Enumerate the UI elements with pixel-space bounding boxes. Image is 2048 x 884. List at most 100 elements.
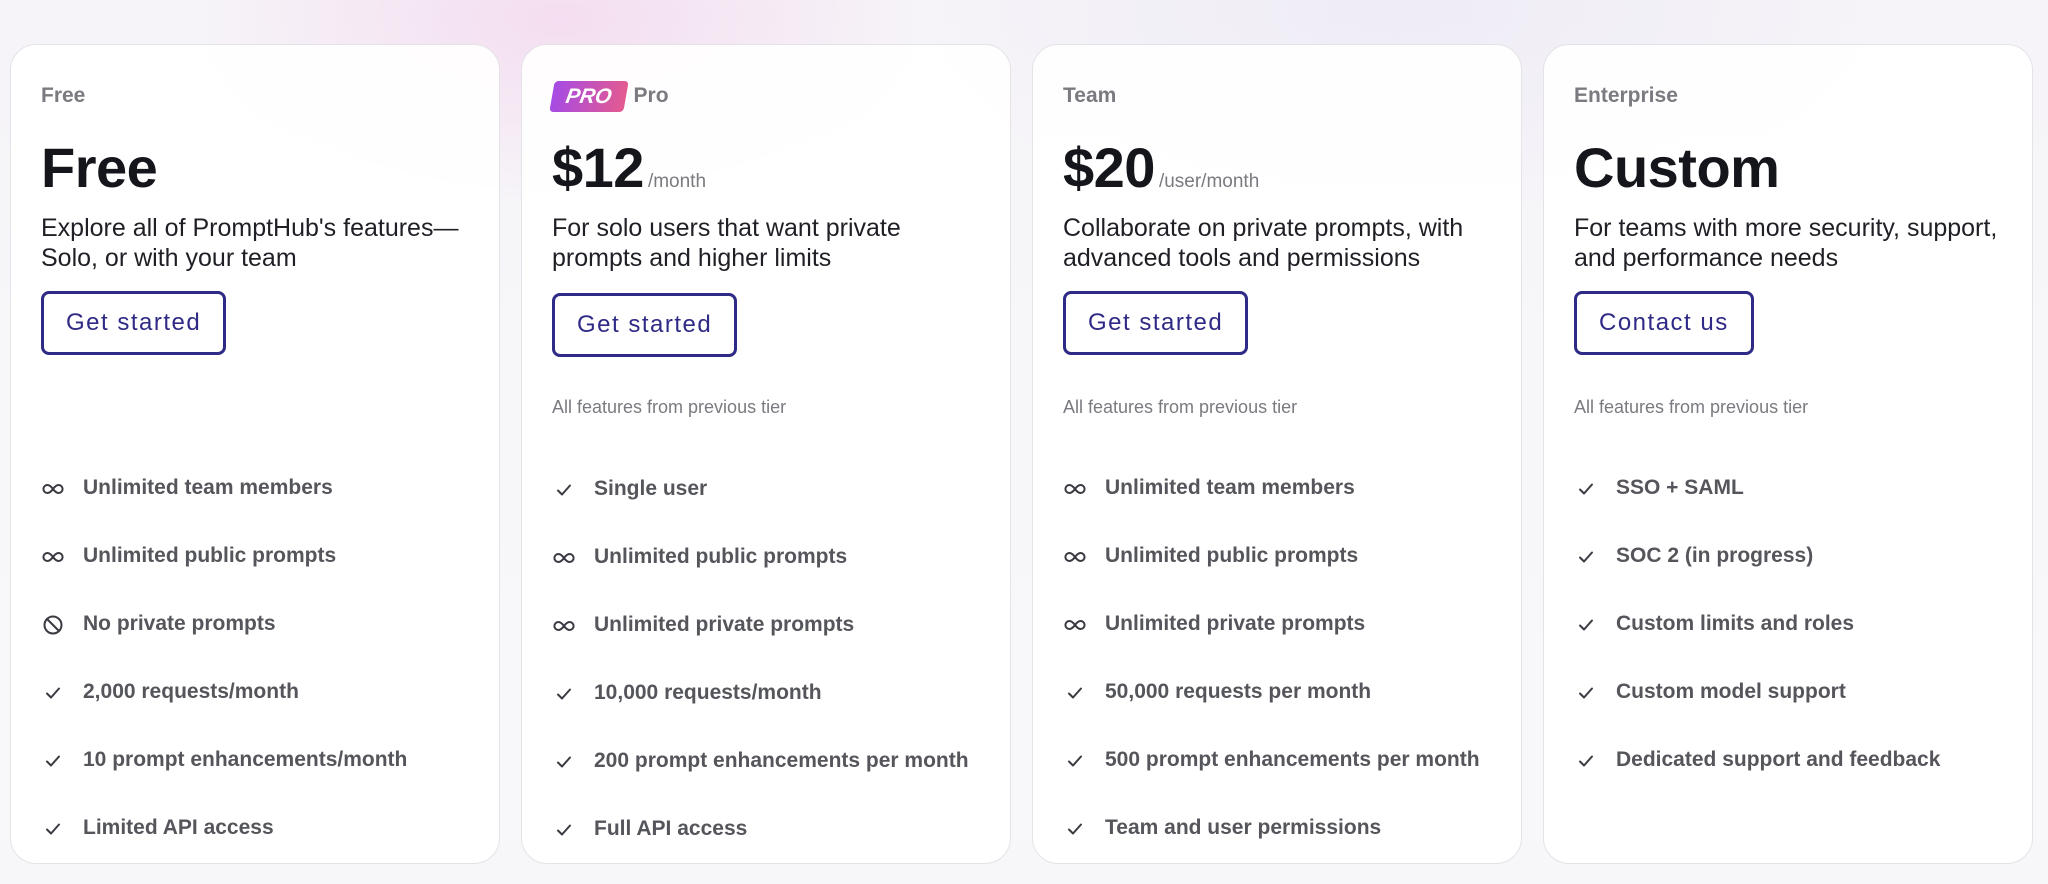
contact-us-button[interactable]: Contact us [1574, 291, 1754, 355]
previous-tier-note: All features from previous tier [552, 397, 787, 417]
feature-item: Unlimited team members [41, 475, 481, 543]
feature-item: Unlimited public prompts [552, 544, 992, 612]
infinity-icon [41, 545, 65, 569]
tier-header: PRO Pro [549, 79, 669, 113]
feature-item: 200 prompt enhancements per month [552, 748, 992, 816]
tier-header: Free [41, 79, 85, 113]
feature-list: SSO + SAML SOC 2 (in progress) Custom limi… [1574, 475, 2014, 815]
feature-item: Dedicated support and feedback [1574, 747, 2014, 815]
feature-item: SOC 2 (in progress) [1574, 543, 2014, 611]
plan-card-team: Team $20 /user/month Collaborate on priv… [1032, 44, 1522, 864]
feature-text: Custom limits and roles [1616, 612, 1855, 635]
feature-item: 500 prompt enhancements per month [1063, 747, 1503, 815]
plan-description: Collaborate on private prompts, with adv… [1063, 214, 1464, 272]
plan-description: For teams with more security, support, a… [1574, 214, 1998, 272]
no-entry-icon [41, 613, 65, 637]
check-icon [1063, 681, 1087, 705]
plan-card-enterprise: Enterprise Custom For teams with more se… [1543, 44, 2033, 864]
check-icon [41, 749, 65, 773]
feature-text: Unlimited private prompts [1105, 612, 1366, 635]
feature-text: Unlimited team members [83, 476, 333, 499]
tier-label: Team [1063, 84, 1117, 107]
feature-item: Custom model support [1574, 679, 2014, 747]
get-started-button[interactable]: Get started [552, 293, 738, 357]
check-icon [1574, 477, 1598, 501]
feature-text: 10,000 requests/month [594, 681, 822, 704]
feature-text: 500 prompt enhancements per month [1105, 748, 1480, 771]
price-row: Free [41, 135, 161, 200]
tier-label: Enterprise [1574, 84, 1678, 107]
previous-tier-note: All features from previous tier [1063, 397, 1298, 417]
feature-item: 50,000 requests per month [1063, 679, 1503, 747]
feature-item: Unlimited public prompts [1063, 543, 1503, 611]
tier-label: Pro [633, 84, 669, 107]
check-icon [552, 682, 576, 706]
feature-text: Unlimited private prompts [594, 613, 855, 636]
feature-item: Single user [552, 476, 992, 544]
feature-text: Single user [594, 477, 708, 500]
check-icon [41, 817, 65, 841]
get-started-button[interactable]: Get started [41, 291, 227, 355]
feature-text: SOC 2 (in progress) [1616, 544, 1814, 567]
price: Custom [1574, 136, 1780, 199]
feature-text: 200 prompt enhancements per month [594, 749, 969, 772]
feature-text: Full API access [594, 817, 748, 840]
get-started-button[interactable]: Get started [1063, 291, 1249, 355]
feature-item: Limited API access [41, 815, 481, 883]
check-icon [1574, 681, 1598, 705]
tier-header: Enterprise [1574, 79, 1678, 113]
infinity-icon [552, 614, 576, 638]
infinity-icon [552, 546, 576, 570]
feature-text: Dedicated support and feedback [1616, 748, 1941, 771]
feature-text: Unlimited public prompts [83, 544, 337, 567]
feature-list: Unlimited team members Unlimited public p… [41, 475, 481, 883]
plan-card-pro: PRO Pro $12 /month For solo users that w… [521, 44, 1011, 864]
price: Free [41, 136, 158, 199]
check-icon [552, 750, 576, 774]
feature-text: Team and user permissions [1105, 816, 1382, 839]
feature-text: 10 prompt enhancements/month [83, 748, 408, 771]
price: $20 [1063, 136, 1155, 199]
price-unit: /month [647, 171, 707, 192]
feature-text: SSO + SAML [1616, 476, 1744, 499]
pricing-cards: Free Free Explore all of PromptHub's fea… [10, 44, 2033, 864]
tier-header: Team [1063, 79, 1116, 113]
feature-item: Unlimited private prompts [552, 612, 992, 680]
plan-description: Explore all of PromptHub's features—Solo… [41, 214, 459, 272]
infinity-icon [1063, 477, 1087, 501]
feature-item: Unlimited team members [1063, 475, 1503, 543]
check-icon [1574, 749, 1598, 773]
feature-text: Custom model support [1616, 680, 1846, 703]
check-icon [1063, 817, 1087, 841]
price-row: $20 /user/month [1063, 135, 1259, 200]
feature-item: 10 prompt enhancements/month [41, 747, 481, 815]
pro-badge: PRO [549, 80, 629, 112]
feature-list: Unlimited team members Unlimited public p… [1063, 475, 1503, 883]
price-row: Custom [1574, 135, 1783, 200]
previous-tier-note: All features from previous tier [1574, 397, 1809, 417]
check-icon [1574, 545, 1598, 569]
feature-list: Single user Unlimited public prompts Unlim… [552, 476, 992, 884]
infinity-icon [41, 477, 65, 501]
feature-text: 2,000 requests/month [83, 680, 299, 703]
feature-text: No private prompts [83, 612, 276, 635]
feature-text: 50,000 requests per month [1105, 680, 1372, 703]
check-icon [1574, 613, 1598, 637]
check-icon [41, 681, 65, 705]
check-icon [1063, 749, 1087, 773]
plan-description: For solo users that want private prompts… [552, 214, 901, 272]
feature-item: Team and user permissions [1063, 815, 1503, 883]
check-icon [552, 478, 576, 502]
feature-item: Custom limits and roles [1574, 611, 2014, 679]
feature-item: 2,000 requests/month [41, 679, 481, 747]
feature-text: Unlimited team members [1105, 476, 1355, 499]
plan-card-free: Free Free Explore all of PromptHub's fea… [10, 44, 500, 864]
check-icon [552, 818, 576, 842]
price-row: $12 /month [552, 135, 706, 200]
feature-item: Unlimited public prompts [41, 543, 481, 611]
feature-text: Unlimited public prompts [594, 545, 848, 568]
infinity-icon [1063, 613, 1087, 637]
feature-item: No private prompts [41, 611, 481, 679]
feature-item: Unlimited private prompts [1063, 611, 1503, 679]
infinity-icon [1063, 545, 1087, 569]
